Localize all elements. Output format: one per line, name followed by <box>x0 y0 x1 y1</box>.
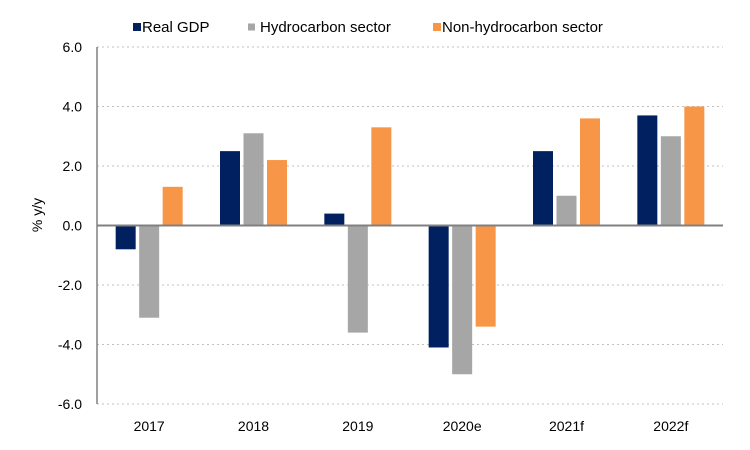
legend-swatch <box>248 23 255 31</box>
bar-real-gdp-2021f <box>533 151 553 226</box>
bar-hydrocarbon-sector-2018 <box>243 133 264 226</box>
y-tick-labels: 6.0 4.0 2.0 0.0 -2.0 -4.0 -6.0 <box>58 39 82 412</box>
bar-real-gdp-2020e <box>428 225 449 348</box>
bar-real-gdp-2017 <box>115 225 136 250</box>
legend-swatch <box>433 23 441 31</box>
bar-hydrocarbon-sector-2021f <box>556 195 577 226</box>
axes <box>96 47 723 404</box>
y-axis-title: % y/y <box>29 198 45 232</box>
bar-real-gdp-2022f <box>637 115 658 226</box>
x-tick-label: 2018 <box>238 418 269 434</box>
y-tick-label: -6.0 <box>58 396 82 412</box>
bar-hydrocarbon-sector-2017 <box>139 225 160 318</box>
bar-non-hydrocarbon-sector-2020e <box>475 225 496 327</box>
x-tick-label: 2020e <box>443 418 482 434</box>
bar-non-hydrocarbon-sector-2021f <box>580 118 600 226</box>
y-tick-label: -4.0 <box>58 337 82 353</box>
bar-non-hydrocarbon-sector-2019 <box>371 127 392 226</box>
legend-label: Hydrocarbon sector <box>260 19 391 36</box>
bar-real-gdp-2018 <box>220 151 240 226</box>
y-tick-label: 6.0 <box>63 39 83 55</box>
legend-label: Real GDP <box>142 19 210 36</box>
x-tick-label: 2019 <box>342 418 373 434</box>
y-tick-label: 4.0 <box>63 99 83 115</box>
legend-label: Non-hydrocarbon sector <box>442 19 603 36</box>
x-tick-label: 2021f <box>549 418 584 434</box>
x-tick-label: 2022f <box>653 418 688 434</box>
bar-hydrocarbon-sector-2022f <box>660 136 681 226</box>
legend-item: Hydrocarbon sector <box>248 19 391 36</box>
bars <box>115 106 705 375</box>
gridlines <box>97 46 723 405</box>
y-tick-label: 0.0 <box>63 218 83 234</box>
legend-item: Non-hydrocarbon sector <box>433 19 603 36</box>
legend-swatch <box>133 23 141 31</box>
bar-real-gdp-2019 <box>324 213 345 226</box>
x-tick-labels: 2017 2018 2019 2020e 2021f 2022f <box>134 418 689 434</box>
bar-non-hydrocarbon-sector-2022f <box>684 106 705 226</box>
legend-item: Real GDP <box>133 19 210 36</box>
bar-non-hydrocarbon-sector-2018 <box>267 160 287 226</box>
bar-hydrocarbon-sector-2019 <box>347 225 368 333</box>
bar-hydrocarbon-sector-2020e <box>452 225 473 375</box>
y-tick-label: 2.0 <box>63 158 83 174</box>
x-tick-label: 2017 <box>134 418 165 434</box>
bar-non-hydrocarbon-sector-2017 <box>162 186 183 226</box>
y-tick-label: -2.0 <box>58 277 82 293</box>
legend: Real GDP Hydrocarbon sector Non-hydrocarbo… <box>133 19 603 36</box>
